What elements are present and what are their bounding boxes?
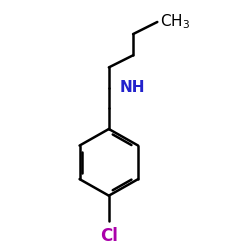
Text: NH: NH	[120, 80, 146, 95]
Text: Cl: Cl	[100, 227, 118, 245]
Text: CH$_3$: CH$_3$	[160, 12, 190, 31]
